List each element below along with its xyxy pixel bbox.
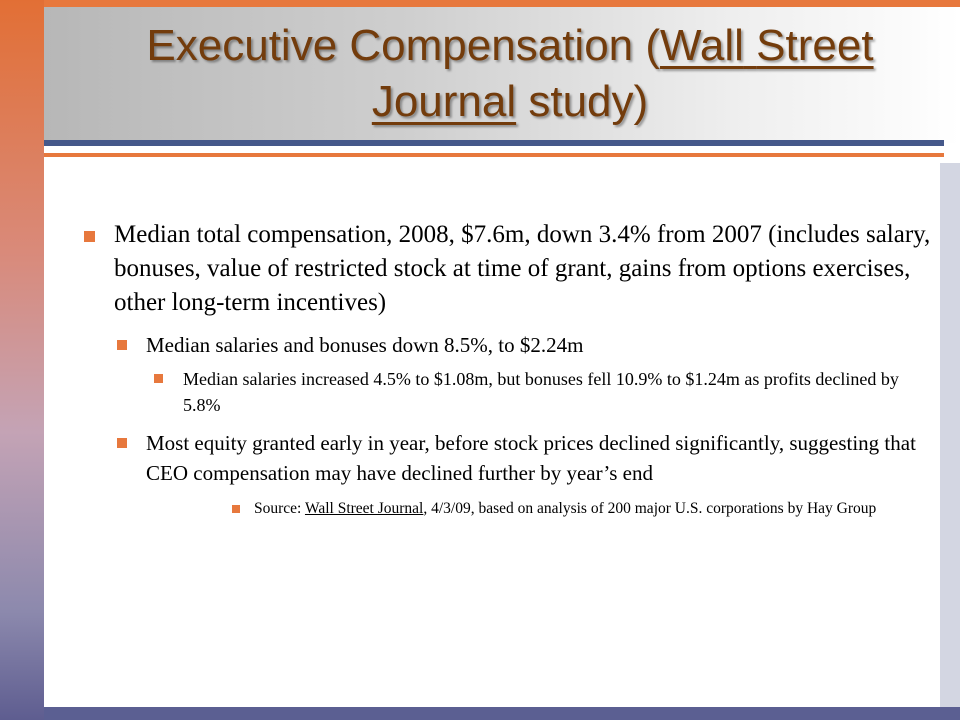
right-edge-strip xyxy=(940,163,960,720)
source-prefix: Source: xyxy=(254,500,305,517)
title-underlined-street-journal: Street Journal xyxy=(371,21,874,126)
title-underlined-wall: Wall xyxy=(660,21,744,70)
title-underlined-space xyxy=(744,21,756,70)
top-accent-band xyxy=(44,0,960,7)
bullet-equity-granted: Most equity granted early in year, befor… xyxy=(115,428,932,488)
title-part-1: Executive Compensation ( xyxy=(146,21,661,70)
left-accent-bar xyxy=(0,0,44,720)
source-publication: Wall Street Journal xyxy=(304,500,424,517)
header-rule-orange xyxy=(44,153,944,157)
bullet-salaries-increased: Median salaries increased 4.5% to $1.08m… xyxy=(152,366,932,418)
header-rule-navy xyxy=(44,140,944,146)
source-suffix: , 4/3/09, based on analysis of 200 major… xyxy=(423,500,877,517)
bottom-accent-bar xyxy=(44,707,960,720)
bullet-median-total-compensation: Median total compensation, 2008, $7.6m, … xyxy=(82,218,932,320)
bullet-median-salaries-bonuses: Median salaries and bonuses down 8.5%, t… xyxy=(115,330,932,360)
title-part-2: study) xyxy=(516,77,649,126)
header-background xyxy=(44,7,960,143)
slide-title: Executive Compensation (Wall Street Jour… xyxy=(90,18,930,130)
slide-content: Median total compensation, 2008, $7.6m, … xyxy=(82,218,932,520)
bullet-source: Source: Wall Street Journal, 4/3/09, bas… xyxy=(220,498,932,520)
